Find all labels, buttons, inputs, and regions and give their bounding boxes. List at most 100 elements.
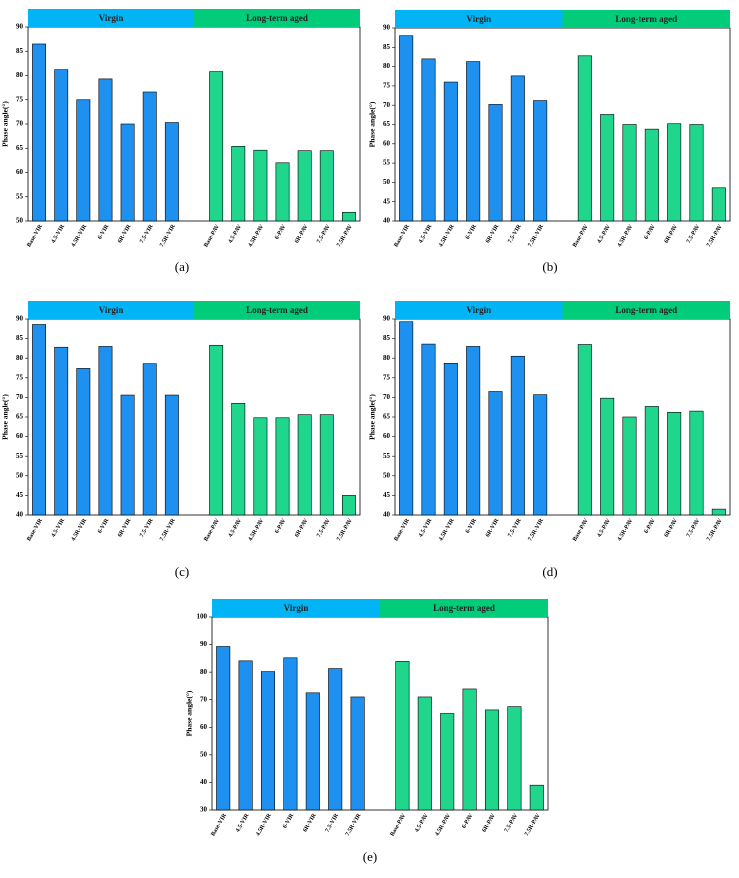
y-tick-label: 55 xyxy=(383,159,391,167)
y-tick-label: 65 xyxy=(16,144,24,152)
y-tick-label: 45 xyxy=(383,491,391,499)
y-tick-label: 50 xyxy=(16,217,24,225)
y-tick-label: 50 xyxy=(383,178,391,186)
bar xyxy=(260,671,276,811)
group-header xyxy=(562,10,730,28)
x-tick-label: 7.5R-VIR xyxy=(159,517,177,542)
bar xyxy=(510,75,525,222)
y-tick-label: 60 xyxy=(16,168,24,176)
panel-label: (b) xyxy=(542,259,557,274)
y-axis-label: Phase angle(°) xyxy=(1,101,10,147)
y-tick-label: 75 xyxy=(383,373,391,381)
bar xyxy=(440,713,455,811)
x-tick-label: 6R-PAV xyxy=(294,517,310,538)
y-tick-label: 50 xyxy=(16,471,24,479)
bar xyxy=(76,368,91,516)
y-tick-label: 80 xyxy=(16,71,24,79)
y-tick-label: 60 xyxy=(383,432,391,440)
bar xyxy=(644,128,659,222)
bar xyxy=(98,346,113,516)
group-header xyxy=(380,599,548,617)
y-tick-label: 75 xyxy=(16,373,24,381)
group-header xyxy=(562,301,730,319)
bar xyxy=(510,355,525,516)
bar xyxy=(32,43,47,222)
y-tick-label: 60 xyxy=(383,139,391,147)
x-tick-label: 6-VIR xyxy=(465,517,479,534)
x-tick-label: 4.5-VIR xyxy=(51,223,67,244)
y-tick-label: 45 xyxy=(383,197,391,205)
x-tick-label: 4.5R-PAV xyxy=(434,812,452,837)
y-tick-label: 60 xyxy=(200,723,208,731)
y-tick-label: 70 xyxy=(16,120,24,128)
y-axis-label: Phase angle(°) xyxy=(368,394,377,440)
y-tick-label: 80 xyxy=(383,354,391,362)
x-tick-label: 7.5R-VIR xyxy=(345,812,363,837)
x-tick-label: 6R-PAV xyxy=(482,812,498,833)
x-tick-label: 6-VIR xyxy=(97,517,111,534)
x-tick-label: 7.5-PAV xyxy=(686,517,702,538)
group-header xyxy=(194,301,360,319)
x-tick-label: 7.5R-PAV xyxy=(706,223,724,248)
x-tick-label: 7.5R-VIR xyxy=(527,223,545,248)
bar xyxy=(466,346,481,516)
bar xyxy=(689,124,704,222)
group-label: Virgin xyxy=(99,13,124,23)
x-tick-label: 6-PAV xyxy=(643,517,657,535)
bar xyxy=(644,406,659,516)
bar xyxy=(667,411,682,516)
bar xyxy=(341,495,356,516)
x-tick-label: 7.5-VIR xyxy=(507,517,523,538)
bar xyxy=(209,71,224,222)
x-tick-label: 7.5R-PAV xyxy=(336,517,354,542)
y-tick-label: 70 xyxy=(200,695,208,703)
bar xyxy=(231,146,246,222)
x-tick-label: 6R-PAV xyxy=(294,223,310,244)
bar xyxy=(120,394,135,516)
x-tick-label: Base-VIR xyxy=(210,812,228,837)
x-tick-label: Base-PAV xyxy=(572,517,590,542)
x-tick-label: 4.5-VIR xyxy=(235,812,251,833)
y-tick-label: 80 xyxy=(200,668,208,676)
y-tick-label: 70 xyxy=(383,101,391,109)
y-tick-label: 40 xyxy=(383,217,391,225)
x-tick-label: 4.5R-VIR xyxy=(71,223,89,248)
bar xyxy=(443,81,458,222)
x-tick-label: 6R-VIR xyxy=(117,517,133,538)
y-tick-label: 55 xyxy=(383,452,391,460)
bar xyxy=(417,696,432,811)
bar xyxy=(395,661,410,811)
bar xyxy=(488,104,503,222)
y-tick-label: 55 xyxy=(16,192,24,200)
y-tick-label: 100 xyxy=(197,613,208,621)
x-tick-label: 4.5-PAV xyxy=(597,223,613,244)
x-tick-label: Base-VIR xyxy=(393,517,411,542)
x-tick-label: 7.5R-PAV xyxy=(524,812,542,837)
x-tick-label: 4.5R-PAV xyxy=(248,517,266,542)
y-tick-label: 80 xyxy=(383,62,391,70)
bar xyxy=(120,123,135,222)
group-label: Long-term aged xyxy=(615,305,677,315)
y-tick-label: 85 xyxy=(383,334,391,342)
x-tick-label: 6R-PAV xyxy=(664,517,680,538)
y-tick-label: 90 xyxy=(200,640,208,648)
x-tick-label: Base-PAV xyxy=(572,223,590,248)
x-tick-label: 7.5R-PAV xyxy=(336,223,354,248)
bar xyxy=(507,706,522,811)
panel-label: (c) xyxy=(175,564,189,579)
bar xyxy=(231,402,246,516)
y-tick-label: 85 xyxy=(16,47,24,55)
bar xyxy=(142,91,157,222)
x-tick-label: 4.5R-VIR xyxy=(71,517,89,542)
group-label: Long-term aged xyxy=(615,14,677,24)
bar xyxy=(142,363,157,516)
x-tick-label: 4.5R-VIR xyxy=(255,812,273,837)
x-tick-label: 7.5-PAV xyxy=(316,223,332,244)
group-header xyxy=(28,9,194,27)
y-tick-label: 70 xyxy=(16,393,24,401)
x-tick-label: 6-PAV xyxy=(274,223,288,241)
y-tick-label: 55 xyxy=(16,452,24,460)
x-tick-label: 4.5R-VIR xyxy=(438,223,456,248)
x-tick-label: 4.5-VIR xyxy=(418,517,434,538)
